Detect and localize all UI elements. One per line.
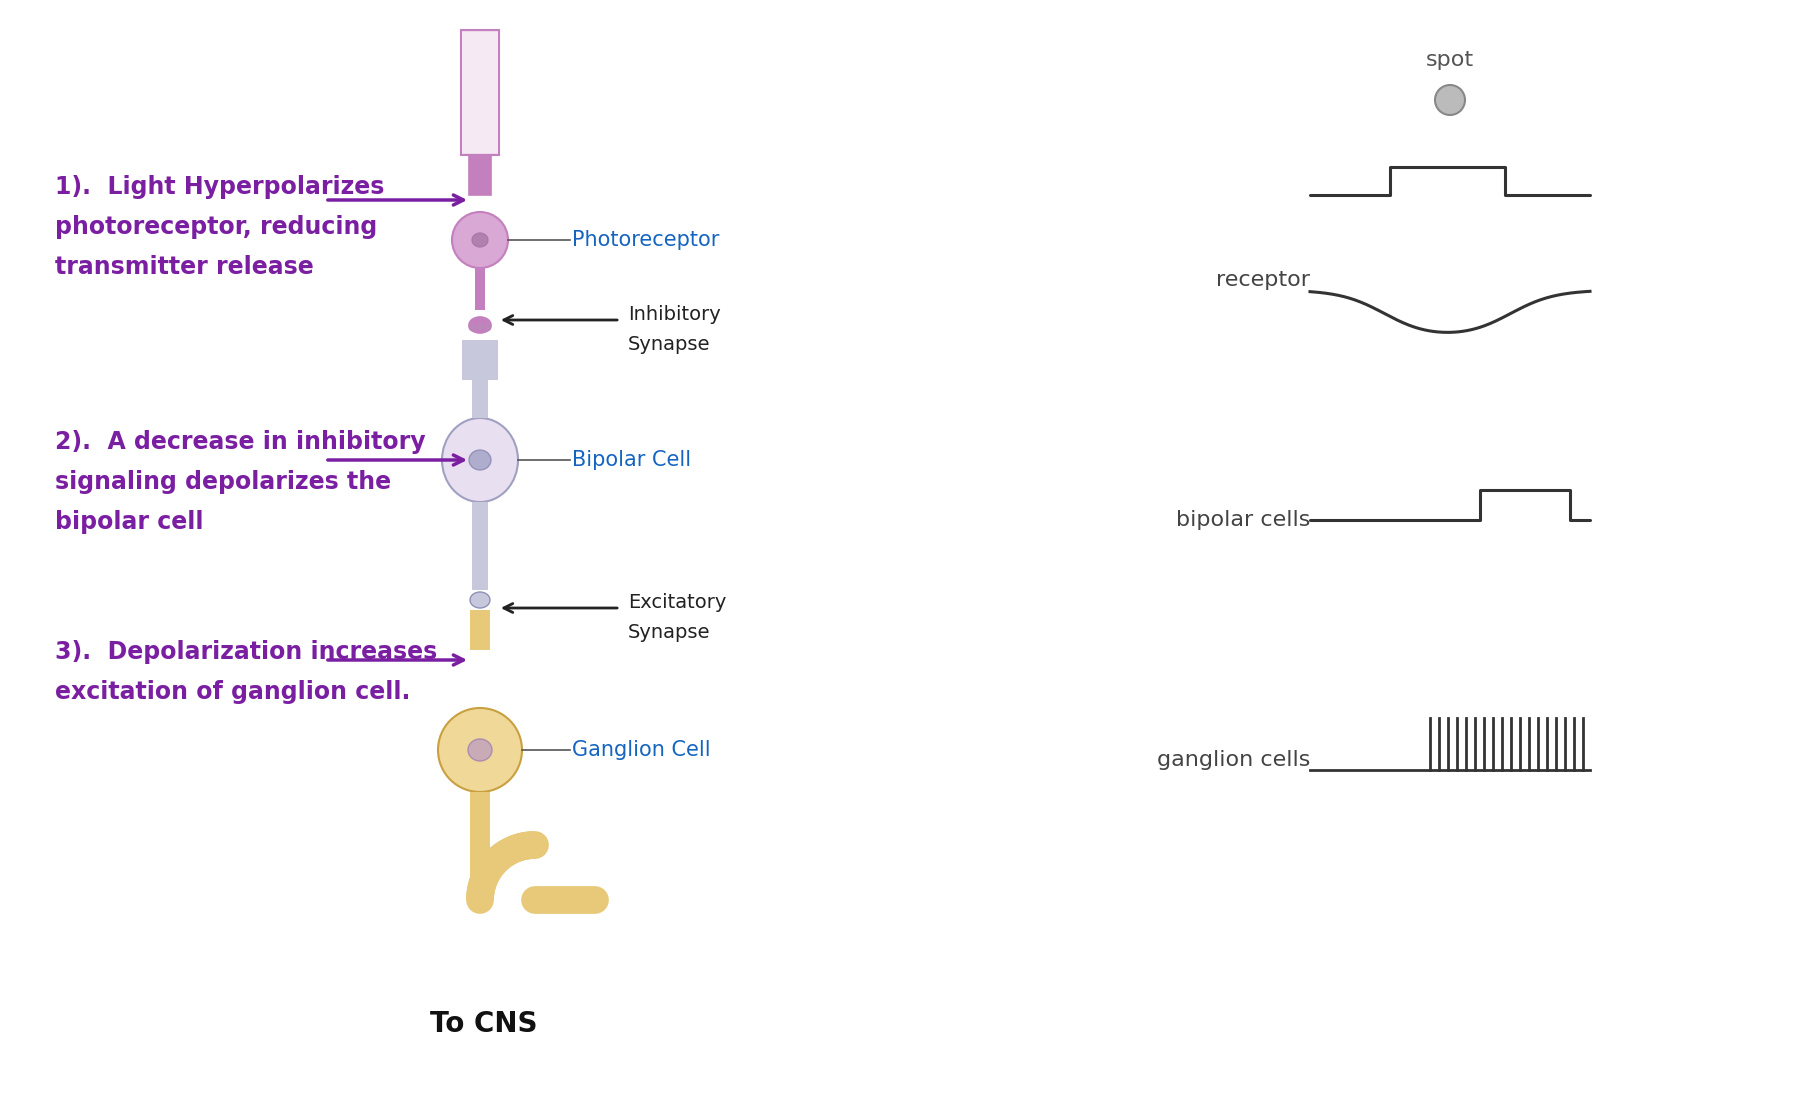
Text: transmitter release: transmitter release [54,255,313,279]
Ellipse shape [472,233,489,247]
Text: Excitatory: Excitatory [628,593,726,612]
Text: 2).  A decrease in inhibitory: 2). A decrease in inhibitory [54,430,425,454]
Text: 1).  Light Hyperpolarizes: 1). Light Hyperpolarizes [54,175,384,199]
Text: Bipolar Cell: Bipolar Cell [572,450,691,470]
Ellipse shape [476,323,483,331]
Text: Synapse: Synapse [628,622,711,642]
Bar [472,502,489,590]
Ellipse shape [469,740,492,761]
Ellipse shape [483,323,491,331]
Bar [469,155,491,195]
Text: signaling depolarizes the: signaling depolarizes the [54,470,391,494]
Bar [472,379,489,418]
Text: Synapse: Synapse [628,335,711,354]
Ellipse shape [471,592,491,608]
Text: ganglion cells: ganglion cells [1157,750,1310,770]
Text: Inhibitory: Inhibitory [628,305,720,324]
Text: bipolar cell: bipolar cell [54,510,203,534]
Text: spot: spot [1426,50,1473,70]
Text: bipolar cells: bipolar cells [1176,510,1310,529]
Bar [471,610,491,650]
Ellipse shape [452,212,509,268]
Text: excitation of ganglion cell.: excitation of ganglion cell. [54,680,411,705]
Ellipse shape [469,317,491,333]
Ellipse shape [469,323,478,331]
Text: 3).  Depolarization increases: 3). Depolarization increases [54,640,438,664]
Ellipse shape [442,418,518,502]
Text: photoreceptor, reducing: photoreceptor, reducing [54,216,376,238]
Ellipse shape [469,450,491,470]
Circle shape [1435,85,1464,115]
Bar [474,268,485,310]
Bar [471,610,491,650]
Text: receptor: receptor [1216,270,1310,290]
Text: To CNS: To CNS [431,1010,538,1038]
Bar [462,30,500,155]
Ellipse shape [438,708,521,792]
Bar [462,340,498,380]
Bar [471,792,491,900]
Text: Ganglion Cell: Ganglion Cell [572,740,711,760]
Text: Photoreceptor: Photoreceptor [572,230,719,251]
